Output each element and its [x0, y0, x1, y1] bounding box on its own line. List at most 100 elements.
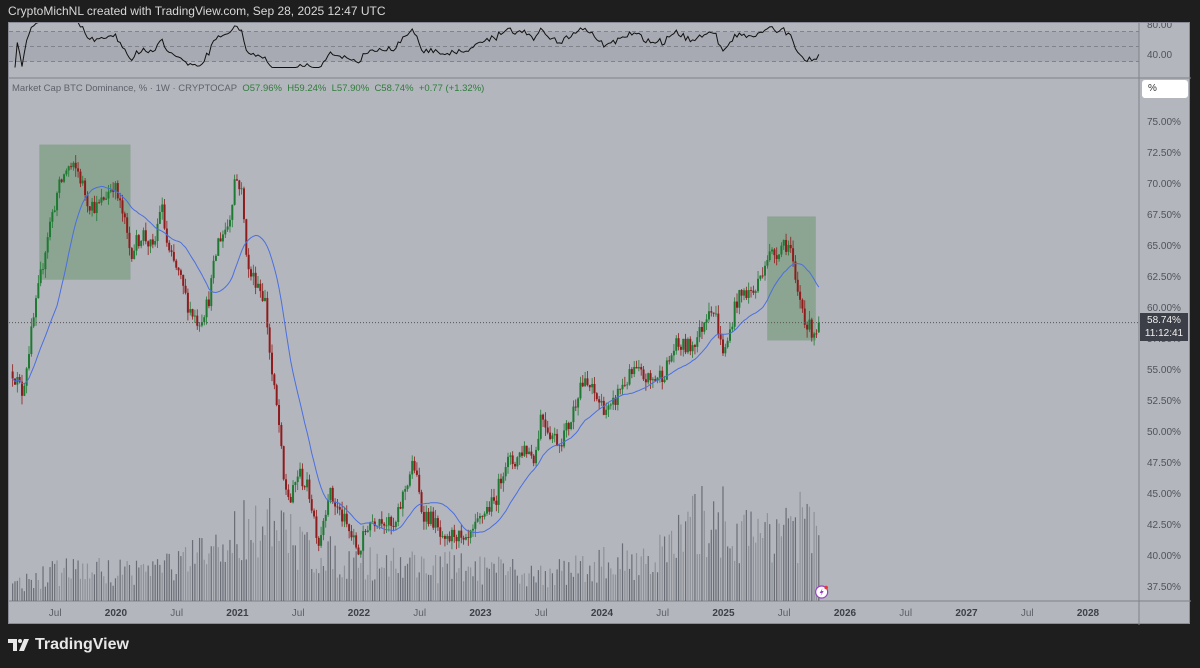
- volume-bar: [212, 546, 215, 601]
- candle-body: [179, 270, 182, 275]
- candle-body: [46, 237, 49, 253]
- volume-bar: [341, 577, 343, 601]
- volume-bar: [311, 568, 313, 601]
- volume-bar: [614, 574, 617, 601]
- volume-bar: [395, 568, 397, 601]
- candle-body: [158, 211, 161, 224]
- candle-body: [350, 531, 353, 538]
- candle-body: [539, 414, 542, 439]
- candle-body: [591, 383, 594, 388]
- volume-bar: [727, 546, 729, 601]
- volume-bar: [801, 507, 804, 601]
- candle-body: [572, 406, 575, 423]
- volume-bar: [385, 555, 388, 601]
- candle-body: [366, 530, 369, 532]
- volume-bar: [327, 541, 329, 601]
- volume-bar: [771, 562, 773, 601]
- candle-body: [761, 275, 764, 277]
- candle-body: [817, 322, 820, 333]
- volume-bar: [285, 529, 287, 601]
- candle-body: [478, 515, 481, 519]
- volume-bar: [491, 562, 493, 601]
- candle-body: [406, 485, 409, 490]
- lightning-icon[interactable]: [815, 585, 829, 599]
- volume-bar: [131, 575, 133, 601]
- candle-body: [425, 511, 428, 522]
- candle-body: [175, 260, 178, 268]
- volume-bar: [551, 573, 554, 601]
- volume-bar: [453, 555, 455, 601]
- tradingview-logo[interactable]: TradingView: [8, 636, 129, 654]
- candle-body: [154, 241, 157, 245]
- candle-body: [182, 274, 185, 286]
- volume-bar: [734, 560, 736, 601]
- rsi-line: [14, 23, 820, 68]
- volume-bar: [780, 536, 783, 601]
- chart-canvas[interactable]: 75.00% 72.50% 70.00% 67.50% 65.00% 62.50% 60.0…: [9, 23, 1191, 625]
- candle-body: [602, 400, 605, 415]
- candle-body: [74, 162, 77, 169]
- volume-bar: [675, 557, 677, 601]
- candle-body: [322, 520, 325, 536]
- volume-bar: [769, 524, 771, 601]
- volume-bar: [84, 579, 86, 601]
- candle-body: [268, 327, 271, 353]
- volume-bar: [346, 578, 348, 601]
- chart-panel[interactable]: 75.00% 72.50% 70.00% 67.50% 65.00% 62.50% 60.0…: [8, 22, 1191, 625]
- candle-body: [359, 550, 362, 555]
- unit-button[interactable]: %: [1142, 80, 1188, 98]
- candle-body: [649, 373, 652, 381]
- volume-bar: [313, 572, 315, 601]
- volume-bar: [343, 565, 346, 601]
- candle-body: [740, 290, 743, 296]
- candle-body: [121, 200, 124, 214]
- candle-body: [747, 290, 750, 298]
- candle-body: [691, 345, 694, 352]
- volume-bar: [287, 552, 289, 601]
- volume-bar: [556, 569, 558, 601]
- legend-change: +0.77 (+1.32%): [418, 83, 485, 94]
- volume-bar: [156, 559, 159, 601]
- legend-low: L57.90%: [331, 83, 370, 94]
- candle-body: [668, 360, 671, 362]
- candles: [11, 155, 820, 558]
- candle-body: [780, 245, 783, 255]
- candle-body: [542, 414, 545, 420]
- volume-bar: [593, 561, 596, 601]
- candle-body: [338, 507, 341, 510]
- volume-bar: [656, 572, 659, 601]
- volume-bar: [783, 524, 785, 601]
- volume-bar: [40, 588, 42, 601]
- volume-bar: [220, 561, 222, 601]
- candle-body: [327, 499, 330, 515]
- volume-bar: [177, 551, 180, 601]
- candle-body: [789, 244, 792, 249]
- candle-body: [462, 537, 465, 540]
- volume-bar: [49, 567, 51, 601]
- legend-high: H59.24%: [287, 83, 327, 94]
- volume-bar: [126, 561, 128, 601]
- volume-bar: [241, 560, 243, 601]
- candle-body: [427, 511, 430, 525]
- candle-body: [378, 519, 381, 526]
- volume-bar: [418, 572, 420, 601]
- candle-body: [79, 171, 82, 184]
- candle-body: [705, 319, 708, 323]
- candle-body: [205, 299, 208, 318]
- price-tick-label: 37.50%: [1147, 582, 1181, 593]
- volume-bar: [797, 563, 799, 601]
- candle-body: [803, 308, 806, 325]
- candle-body: [609, 404, 612, 406]
- candle-body: [114, 183, 117, 192]
- candle-body: [310, 499, 313, 511]
- volume-bar: [547, 587, 549, 601]
- lightning-icon-bolt: [819, 588, 824, 596]
- candle-body: [495, 500, 498, 505]
- candle-body: [84, 180, 87, 196]
- volume-bar: [250, 540, 252, 601]
- volume-bar: [26, 573, 28, 601]
- candle-body: [334, 501, 337, 507]
- candle-body: [743, 290, 746, 296]
- price-tick-label: 50.00%: [1147, 427, 1181, 438]
- volume-bar: [273, 520, 275, 601]
